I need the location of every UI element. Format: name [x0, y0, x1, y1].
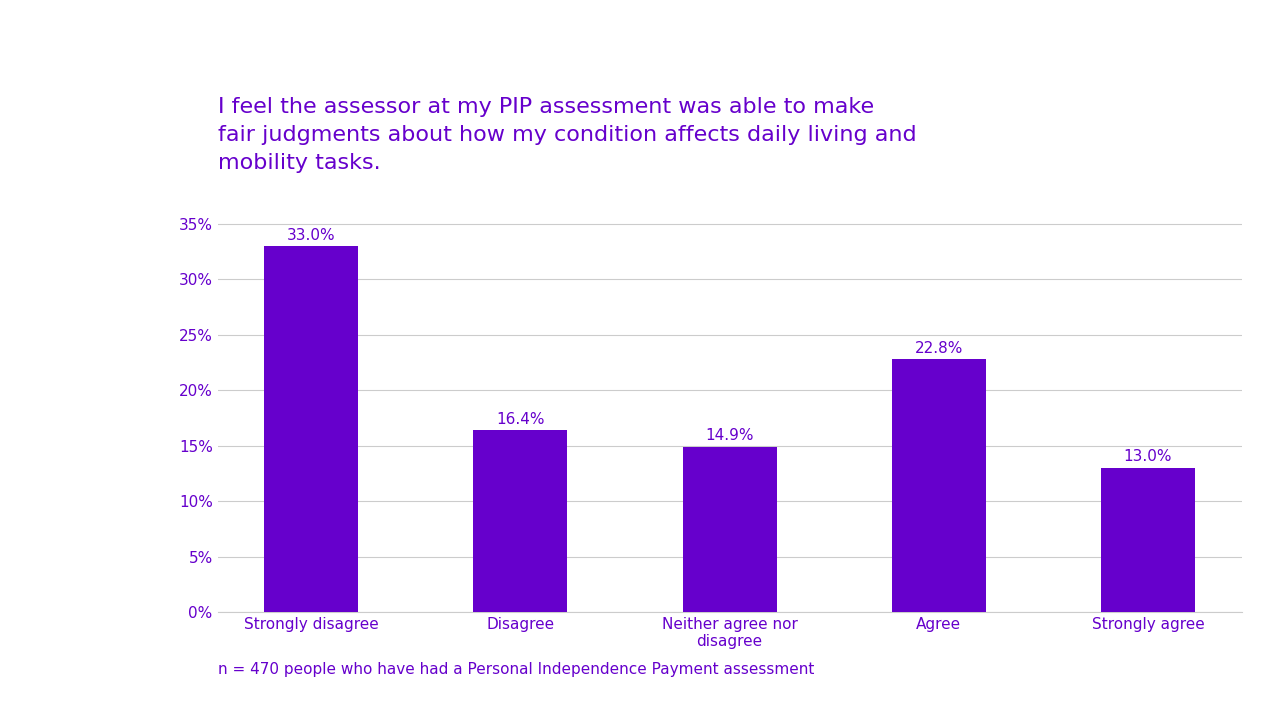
Text: 33.0%: 33.0% [287, 228, 335, 243]
Bar [264, 246, 358, 612]
Text: 22.8%: 22.8% [915, 341, 963, 356]
Text: 13.0%: 13.0% [1124, 449, 1172, 464]
Text: 16.4%: 16.4% [497, 412, 545, 427]
Text: 14.9%: 14.9% [705, 428, 754, 444]
Bar [892, 359, 986, 612]
Bar [682, 446, 777, 612]
Bar [474, 430, 567, 612]
Text: n = 470 people who have had a Personal Independence Payment assessment: n = 470 people who have had a Personal I… [218, 662, 814, 677]
Text: I feel the assessor at my PIP assessment was able to make
fair judgments about h: I feel the assessor at my PIP assessment… [218, 96, 916, 173]
Bar [1101, 468, 1196, 612]
